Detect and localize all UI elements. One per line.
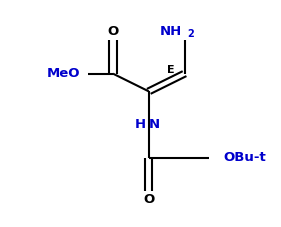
Text: OBu-t: OBu-t — [223, 151, 266, 164]
Text: NH: NH — [160, 25, 182, 38]
Text: MeO: MeO — [47, 67, 80, 80]
Text: O: O — [107, 25, 119, 38]
Text: N: N — [149, 118, 160, 131]
Text: 2: 2 — [187, 29, 194, 39]
Text: H: H — [135, 118, 146, 131]
Text: E: E — [167, 65, 175, 75]
Text: O: O — [143, 193, 154, 206]
